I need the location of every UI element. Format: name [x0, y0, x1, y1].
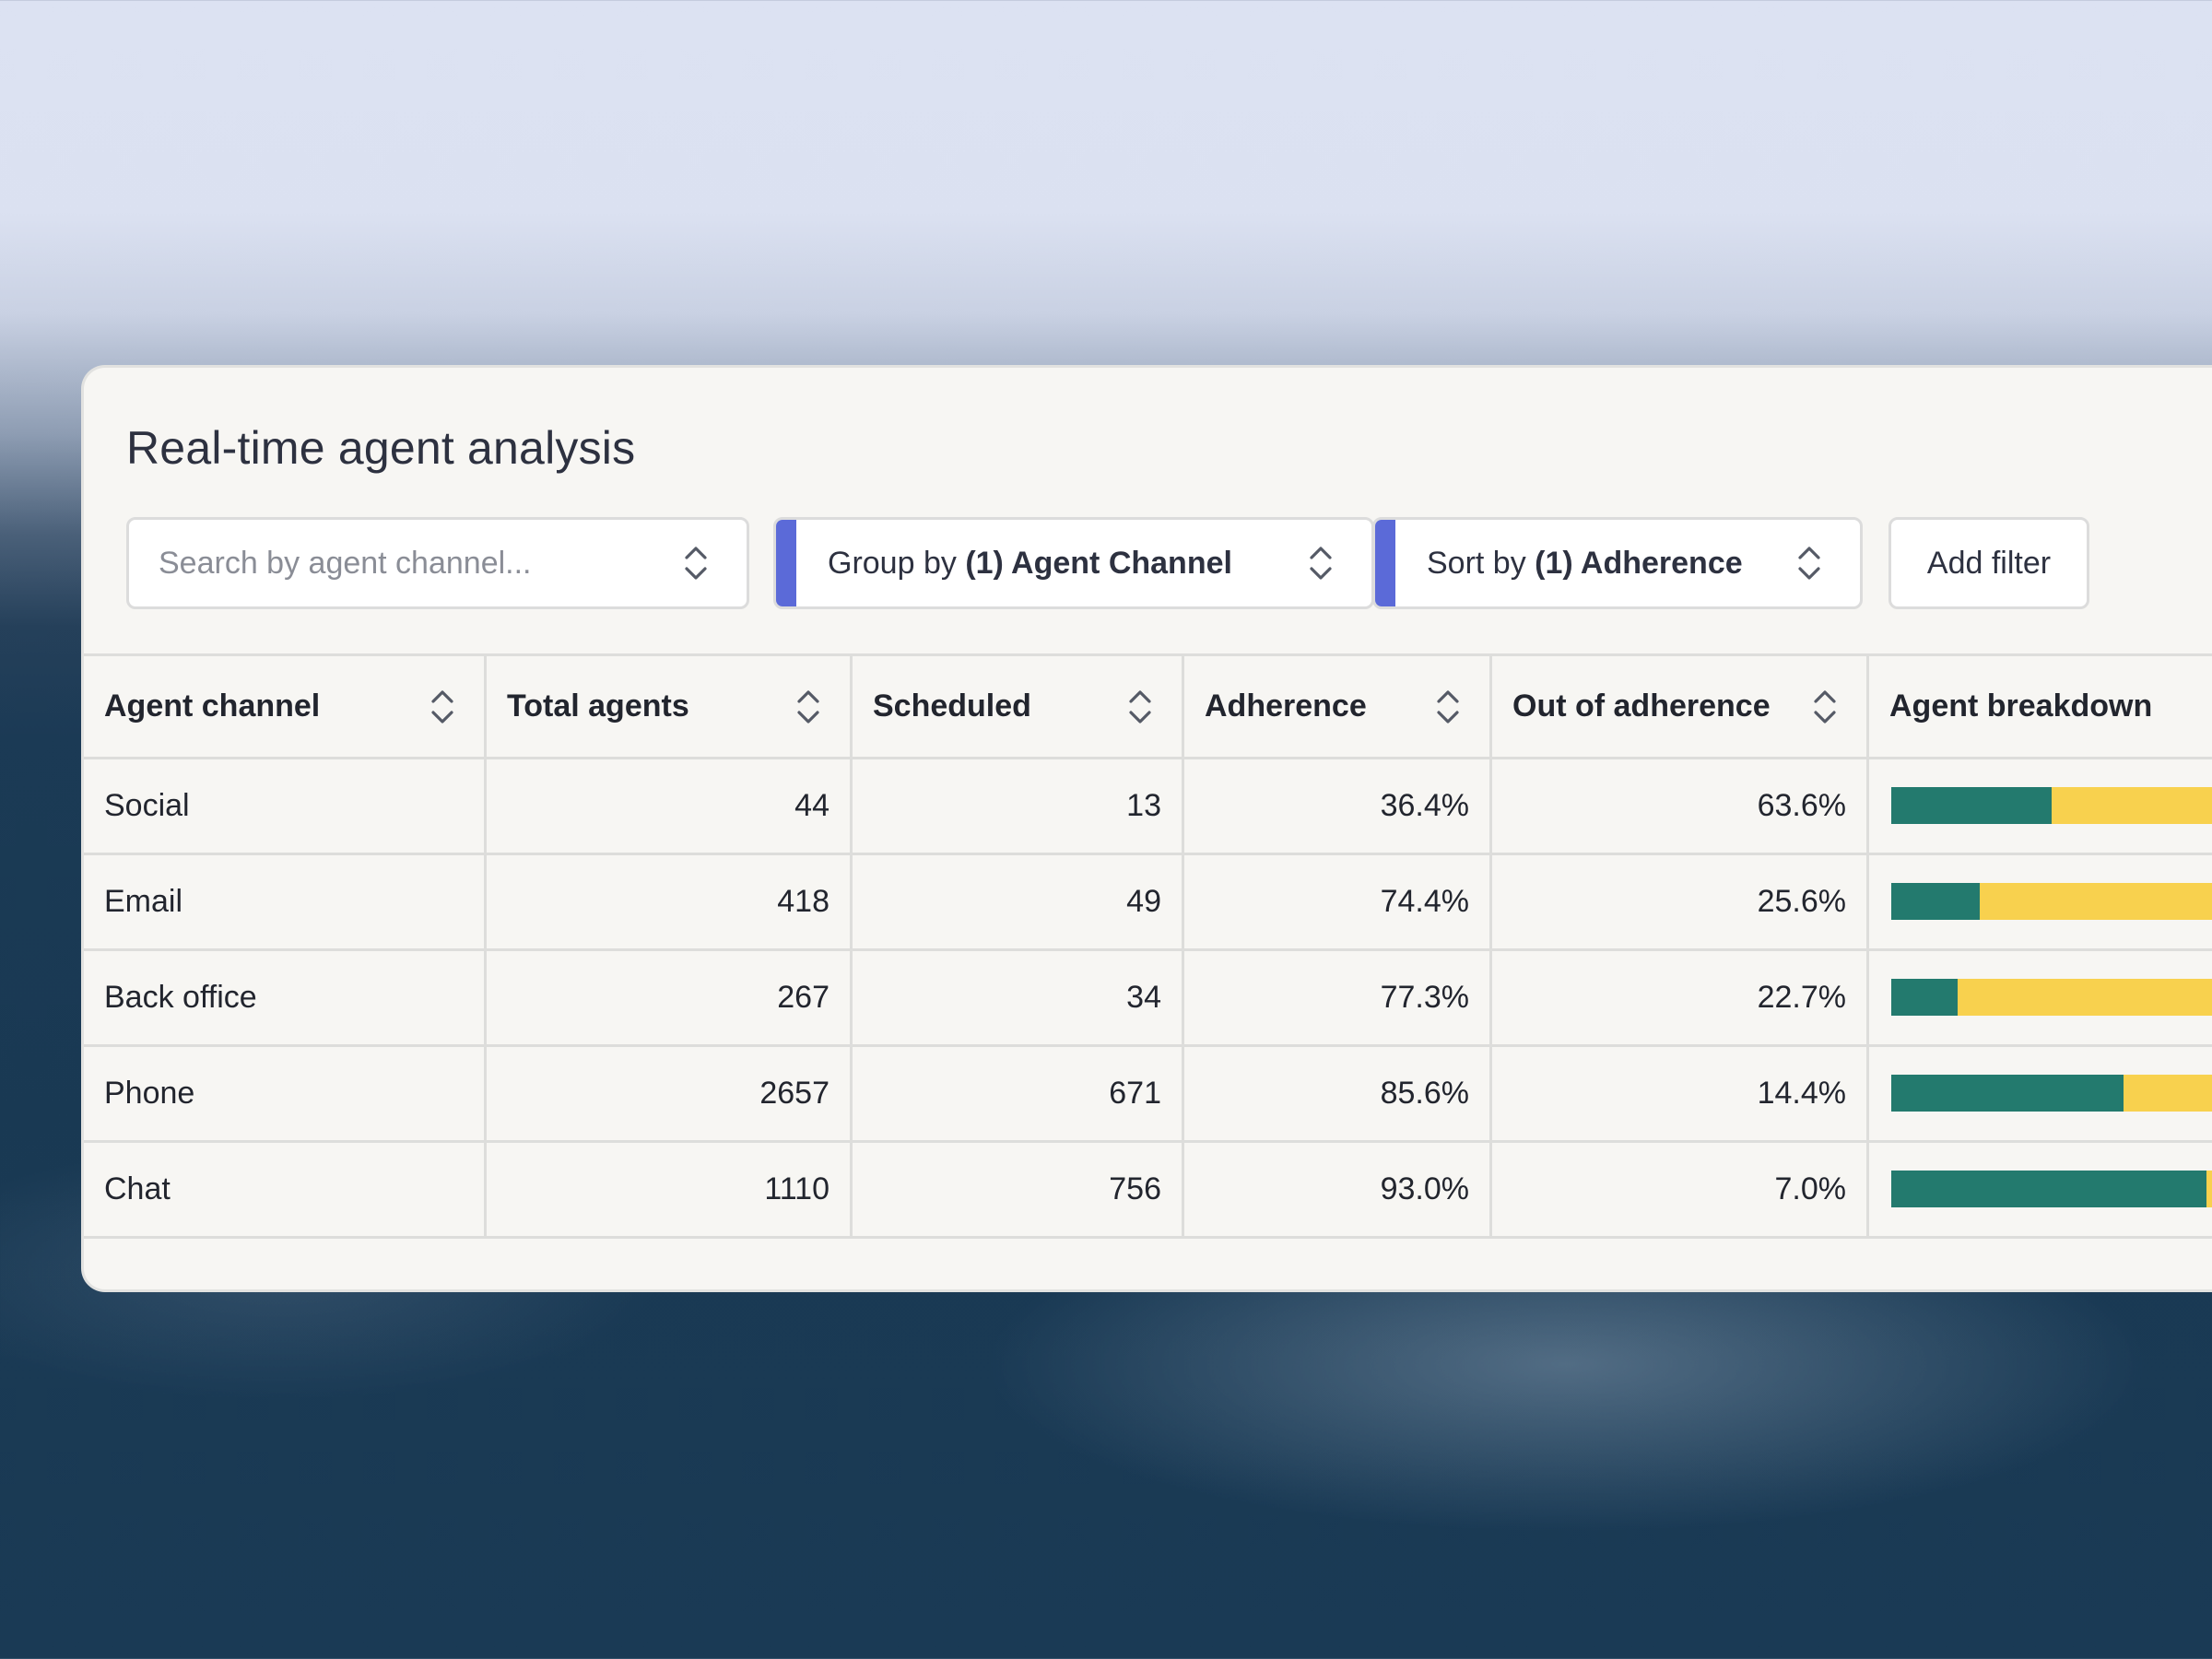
agent-analysis-card: Real-time agent analysis Search by agent…: [81, 365, 2212, 1292]
breakdown-segment-in-adherence: [1891, 787, 2052, 824]
cell-adherence: 74.4%: [1184, 855, 1492, 948]
cell-agent-breakdown: [1869, 951, 2212, 1044]
search-placeholder: Search by agent channel...: [159, 545, 532, 581]
breakdown-segment-scheduled: [1958, 979, 2212, 1016]
agent-table: Agent channel Total agents Scheduled Adh…: [84, 653, 2212, 1239]
breakdown-segment-in-adherence: [1891, 883, 1980, 920]
cell-total-agents: 44: [487, 759, 853, 853]
cell-agent-breakdown: [1869, 1047, 2212, 1140]
cell-out-of-adherence: 22.7%: [1492, 951, 1869, 1044]
sort-icon[interactable]: [1811, 686, 1839, 728]
breakdown-bar: [1891, 883, 2212, 920]
table-row[interactable]: Phone 2657 671 85.6% 14.4%: [84, 1047, 2212, 1143]
cell-adherence: 36.4%: [1184, 759, 1492, 853]
cell-scheduled: 756: [853, 1143, 1184, 1236]
column-header-total-agents[interactable]: Total agents: [487, 656, 853, 757]
cell-total-agents: 2657: [487, 1047, 853, 1140]
breakdown-bar: [1891, 1075, 2212, 1112]
breakdown-segment-scheduled: [1980, 883, 2212, 920]
breakdown-segment-scheduled: [2052, 787, 2212, 824]
breakdown-bar: [1891, 787, 2212, 824]
sort-by-accent: [1375, 520, 1395, 606]
chevron-up-down-icon: [1310, 547, 1332, 580]
cell-adherence: 93.0%: [1184, 1143, 1492, 1236]
cell-agent-channel: Social: [84, 759, 487, 853]
cell-total-agents: 418: [487, 855, 853, 948]
cell-total-agents: 1110: [487, 1143, 853, 1236]
breakdown-bar: [1891, 979, 2212, 1016]
breakdown-bar: [1891, 1171, 2212, 1207]
cell-agent-breakdown: [1869, 759, 2212, 853]
column-header-agent-channel[interactable]: Agent channel: [84, 656, 487, 757]
sort-icon[interactable]: [1434, 686, 1462, 728]
table-header-row: Agent channel Total agents Scheduled Adh…: [84, 656, 2212, 759]
breakdown-segment-in-adherence: [1891, 1171, 2206, 1207]
search-input[interactable]: Search by agent channel...: [126, 517, 749, 609]
breakdown-segment-in-adherence: [1891, 1075, 2124, 1112]
cell-agent-breakdown: [1869, 1143, 2212, 1236]
cell-agent-breakdown: [1869, 855, 2212, 948]
cell-scheduled: 49: [853, 855, 1184, 948]
sort-by-select[interactable]: Sort by (1) Adherence: [1372, 517, 1863, 609]
cell-adherence: 85.6%: [1184, 1047, 1492, 1140]
sort-icon[interactable]: [1126, 686, 1154, 728]
table-row[interactable]: Social 44 13 36.4% 63.6%: [84, 759, 2212, 855]
group-by-label: Group by (1) Agent Channel: [828, 545, 1232, 581]
cell-scheduled: 13: [853, 759, 1184, 853]
cell-agent-channel: Email: [84, 855, 487, 948]
sort-icon[interactable]: [794, 686, 822, 728]
sort-icon[interactable]: [429, 686, 456, 728]
sort-by-label: Sort by (1) Adherence: [1427, 545, 1743, 581]
cell-adherence: 77.3%: [1184, 951, 1492, 1044]
cell-out-of-adherence: 63.6%: [1492, 759, 1869, 853]
breakdown-segment-scheduled: [2124, 1075, 2212, 1112]
cell-scheduled: 671: [853, 1047, 1184, 1140]
cell-agent-channel: Phone: [84, 1047, 487, 1140]
column-header-adherence[interactable]: Adherence: [1184, 656, 1492, 757]
cell-scheduled: 34: [853, 951, 1184, 1044]
cell-out-of-adherence: 14.4%: [1492, 1047, 1869, 1140]
column-header-agent-breakdown: Agent breakdown: [1889, 688, 2153, 724]
chevron-up-down-icon: [685, 547, 707, 580]
cell-out-of-adherence: 25.6%: [1492, 855, 1869, 948]
add-filter-button[interactable]: Add filter: [1888, 517, 2089, 609]
breakdown-segment-scheduled: [2206, 1171, 2212, 1207]
table-row[interactable]: Chat 1110 756 93.0% 7.0%: [84, 1143, 2212, 1239]
chevron-up-down-icon: [1798, 547, 1820, 580]
cell-agent-channel: Back office: [84, 951, 487, 1044]
column-header-scheduled[interactable]: Scheduled: [853, 656, 1184, 757]
cell-total-agents: 267: [487, 951, 853, 1044]
cell-agent-channel: Chat: [84, 1143, 487, 1236]
page-title: Real-time agent analysis: [126, 422, 636, 474]
table-row[interactable]: Email 418 49 74.4% 25.6%: [84, 855, 2212, 951]
group-by-select[interactable]: Group by (1) Agent Channel: [773, 517, 1374, 609]
cell-out-of-adherence: 7.0%: [1492, 1143, 1869, 1236]
table-row[interactable]: Back office 267 34 77.3% 22.7%: [84, 951, 2212, 1047]
group-by-accent: [776, 520, 796, 606]
breakdown-segment-in-adherence: [1891, 979, 1958, 1016]
column-header-out-of-adherence[interactable]: Out of adherence: [1492, 656, 1869, 757]
